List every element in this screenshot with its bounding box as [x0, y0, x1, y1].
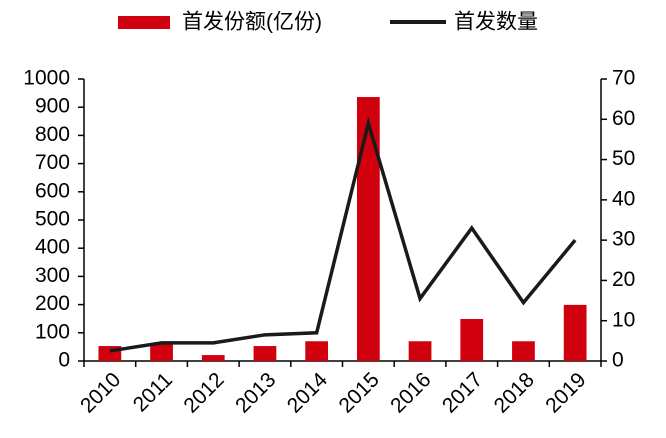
y-tick-label: 200 — [35, 292, 70, 315]
bar — [512, 341, 535, 361]
y-tick-label: 400 — [35, 236, 70, 259]
y2-tick-label: 20 — [612, 268, 635, 291]
y2-tick-label: 70 — [612, 67, 635, 90]
line — [109, 116, 577, 353]
bar — [356, 97, 380, 361]
y-tick-label: 700 — [35, 151, 70, 174]
y-tick-label: 300 — [35, 264, 70, 287]
legend-label: 首发数量 — [454, 11, 538, 34]
y-tick-label: 100 — [35, 320, 70, 343]
x-tick-label: 2015 — [335, 368, 384, 417]
y2-tick-label: 60 — [612, 107, 635, 130]
bar — [460, 318, 484, 361]
y2-tick-label: 50 — [612, 147, 635, 170]
x-tick-label: 2018 — [490, 368, 539, 417]
bar — [305, 341, 329, 361]
y-tick-label: 500 — [35, 208, 70, 231]
y-tick-label: 900 — [35, 95, 70, 118]
y-tick-label: 800 — [35, 123, 70, 146]
bar — [201, 355, 225, 361]
x-tick-label: 2014 — [283, 368, 333, 418]
x-tick-label: 2016 — [386, 368, 435, 417]
legend-swatch — [118, 16, 170, 29]
x-tick-label: 2013 — [231, 368, 280, 417]
bar — [150, 343, 173, 361]
bar — [253, 346, 277, 361]
bar — [408, 341, 432, 361]
bar — [563, 304, 587, 361]
legend-label: 首发份额(亿份) — [182, 11, 322, 34]
x-tick-label: 2011 — [129, 368, 177, 416]
y-tick-label: 1000 — [23, 67, 70, 90]
y2-tick-label: 10 — [612, 308, 635, 331]
y2-tick-label: 30 — [612, 228, 635, 251]
x-tick-label: 2010 — [76, 368, 125, 417]
x-tick-label: 2019 — [541, 368, 590, 417]
y2-tick-label: 0 — [612, 349, 624, 372]
x-tick-label: 2017 — [438, 368, 487, 417]
y2-tick-label: 40 — [612, 187, 635, 210]
x-tick-label: 2012 — [179, 368, 228, 417]
y-tick-label: 600 — [35, 179, 70, 202]
y-tick-label: 0 — [58, 349, 70, 372]
